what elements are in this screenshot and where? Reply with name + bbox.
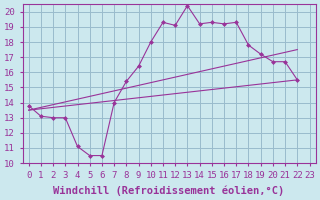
X-axis label: Windchill (Refroidissement éolien,°C): Windchill (Refroidissement éolien,°C) <box>53 185 285 196</box>
